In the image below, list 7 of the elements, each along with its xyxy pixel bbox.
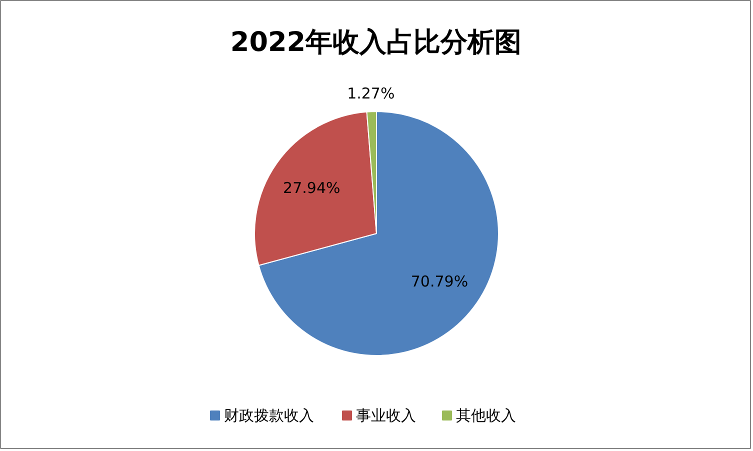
legend-label: 事业收入 (356, 406, 416, 424)
legend-label: 财政拨款收入 (224, 406, 314, 424)
data-label: 1.27% (347, 84, 395, 102)
data-label: 70.79% (410, 272, 468, 291)
data-label: 27.94% (283, 178, 340, 197)
legend-label: 其他收入 (456, 406, 516, 424)
chart-title: 2022年收入占比分析图 (230, 27, 522, 58)
